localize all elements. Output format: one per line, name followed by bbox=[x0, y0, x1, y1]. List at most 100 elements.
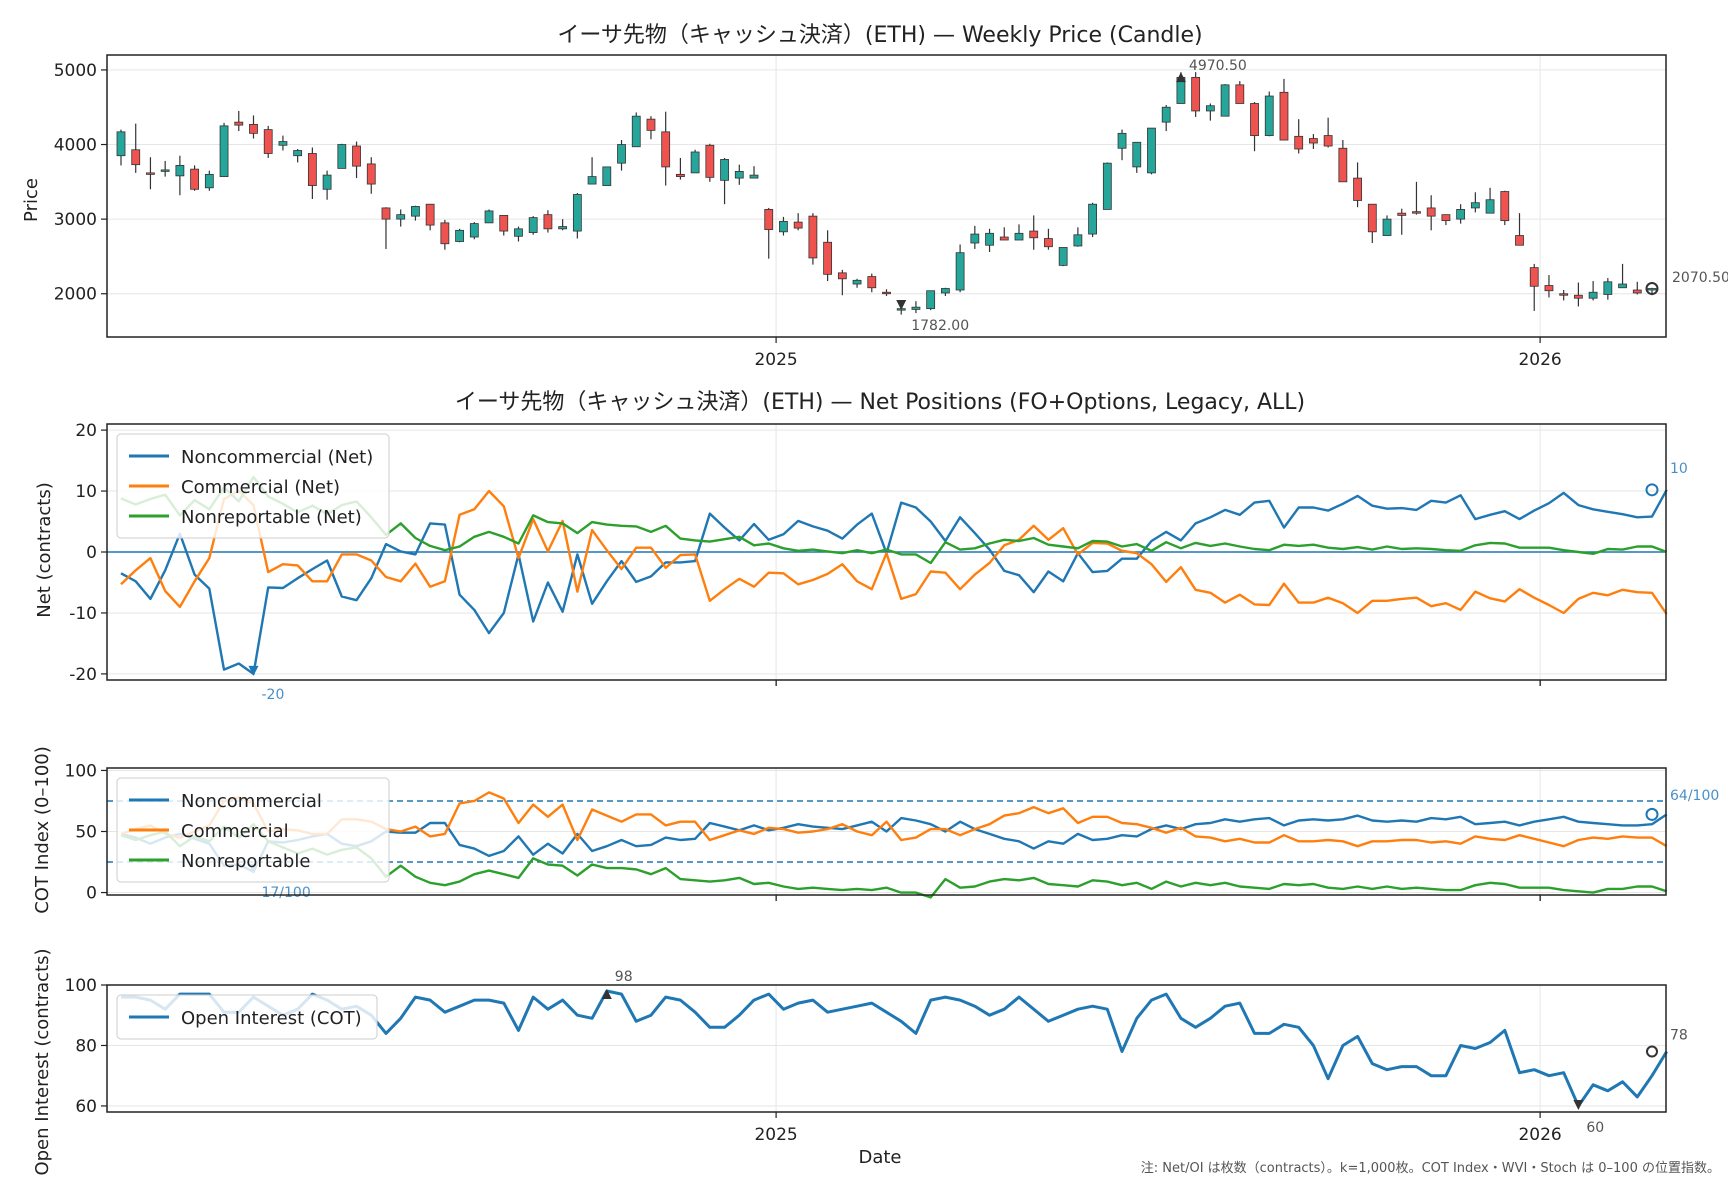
candle-body bbox=[263, 129, 273, 154]
candle bbox=[514, 226, 523, 242]
candle-body bbox=[307, 153, 317, 186]
candle bbox=[1132, 141, 1142, 173]
candle bbox=[249, 115, 258, 139]
candle-body bbox=[749, 174, 759, 179]
y-tick-label: 3000 bbox=[54, 210, 97, 230]
legend-entry: Noncommercial (Net) bbox=[181, 447, 373, 468]
candle bbox=[1426, 195, 1436, 231]
candle bbox=[1397, 208, 1407, 235]
candle-body bbox=[455, 229, 464, 242]
candle bbox=[572, 193, 582, 239]
candle-body bbox=[837, 272, 847, 280]
y-tick-label: 50 bbox=[75, 823, 97, 843]
candle bbox=[1073, 227, 1083, 247]
candle-body bbox=[690, 151, 700, 174]
candle bbox=[307, 147, 317, 199]
candle-body bbox=[1029, 230, 1039, 239]
candle-body bbox=[1647, 288, 1657, 291]
series-line-open-interest-cot bbox=[121, 989, 1668, 1108]
candle-body bbox=[1264, 95, 1274, 136]
candle bbox=[543, 210, 553, 233]
candle-body bbox=[411, 206, 420, 217]
candle-body bbox=[1559, 293, 1569, 296]
candle-body bbox=[396, 214, 406, 220]
candle bbox=[867, 273, 877, 293]
y-tick-label: -20 bbox=[69, 665, 97, 685]
y-tick-label: 100 bbox=[65, 761, 97, 781]
candle bbox=[440, 219, 450, 250]
candle-body bbox=[514, 228, 523, 237]
candle bbox=[1147, 127, 1156, 175]
candle bbox=[1338, 140, 1348, 183]
candle-body bbox=[1397, 212, 1407, 216]
candle-body bbox=[1191, 76, 1201, 112]
candle bbox=[926, 290, 936, 311]
candle bbox=[455, 228, 464, 243]
candle bbox=[1441, 214, 1451, 226]
candle-body bbox=[1338, 147, 1348, 183]
candle-body bbox=[1220, 84, 1230, 117]
candle bbox=[411, 205, 420, 221]
legend-entry: Open Interest (COT) bbox=[181, 1008, 362, 1029]
x-tick-label-price: 2026 bbox=[1518, 350, 1561, 370]
last-label: 2070.50 bbox=[1672, 270, 1728, 286]
candle-body bbox=[617, 144, 626, 164]
candle-body bbox=[249, 123, 258, 134]
price-frame bbox=[106, 54, 1667, 338]
cot-min-label: 17/100 bbox=[261, 885, 310, 901]
candle bbox=[1485, 187, 1495, 214]
candle bbox=[528, 216, 538, 235]
legend-box bbox=[116, 433, 390, 539]
x-tick-label-price: 2025 bbox=[754, 350, 797, 370]
candle-body bbox=[1205, 105, 1215, 112]
candle bbox=[1456, 204, 1466, 224]
cot-frame bbox=[106, 767, 1667, 896]
candle bbox=[985, 228, 994, 252]
legend-box bbox=[116, 994, 378, 1040]
candle-body bbox=[352, 145, 361, 167]
candle bbox=[940, 287, 950, 296]
y-tick-label: -10 bbox=[69, 604, 97, 624]
candle bbox=[1544, 275, 1554, 298]
candle bbox=[1559, 290, 1569, 301]
candle-body bbox=[661, 131, 671, 168]
candle bbox=[558, 219, 568, 231]
candle bbox=[1264, 91, 1274, 137]
candle bbox=[1353, 162, 1362, 208]
candle-body bbox=[1235, 84, 1245, 104]
candle bbox=[484, 209, 494, 224]
y-tick-label: 20 bbox=[75, 421, 97, 441]
candle-body bbox=[1353, 177, 1362, 201]
net-frame bbox=[106, 423, 1667, 681]
net-last-label: 10 bbox=[1670, 461, 1688, 477]
candle-body bbox=[278, 141, 288, 146]
candle bbox=[1382, 215, 1392, 236]
candle-body bbox=[469, 223, 479, 238]
candle bbox=[631, 112, 641, 148]
oi-last-label: 78 bbox=[1670, 1027, 1688, 1043]
oi-legend: Open Interest (COT) bbox=[116, 994, 378, 1040]
net-legend: Noncommercial (Net) Commercial (Net) Nonre… bbox=[116, 433, 390, 539]
oi-ylabel: Open Interest (contracts) bbox=[32, 948, 53, 1175]
y-tick-label: 4000 bbox=[54, 136, 97, 156]
candle-body bbox=[1573, 294, 1583, 299]
candle bbox=[1117, 129, 1127, 161]
cot-index-panel: COT Index (0–100) 17/100 64/100 0 50 100 No… bbox=[32, 746, 1719, 914]
candle-body bbox=[146, 172, 155, 175]
candle-body bbox=[720, 159, 729, 181]
candle bbox=[999, 227, 1009, 241]
candle bbox=[116, 129, 126, 166]
x-tick-label-date: 2026 bbox=[1518, 1125, 1561, 1145]
candle-body bbox=[1515, 235, 1524, 246]
candle-body bbox=[1294, 135, 1304, 150]
candle bbox=[469, 222, 479, 240]
y-tick-label: 5000 bbox=[54, 61, 97, 81]
y-tick-label: 60 bbox=[75, 1097, 97, 1117]
candle-body bbox=[1117, 132, 1127, 149]
candle bbox=[1235, 81, 1245, 104]
price-ylabel: Price bbox=[21, 178, 42, 222]
price-panel-title: イーサ先物（キャッシュ決済）(ETH) — Weekly Price (Cand… bbox=[557, 23, 1202, 48]
candle bbox=[734, 164, 744, 185]
candle bbox=[705, 143, 715, 182]
net-min-label: -20 bbox=[261, 687, 284, 703]
